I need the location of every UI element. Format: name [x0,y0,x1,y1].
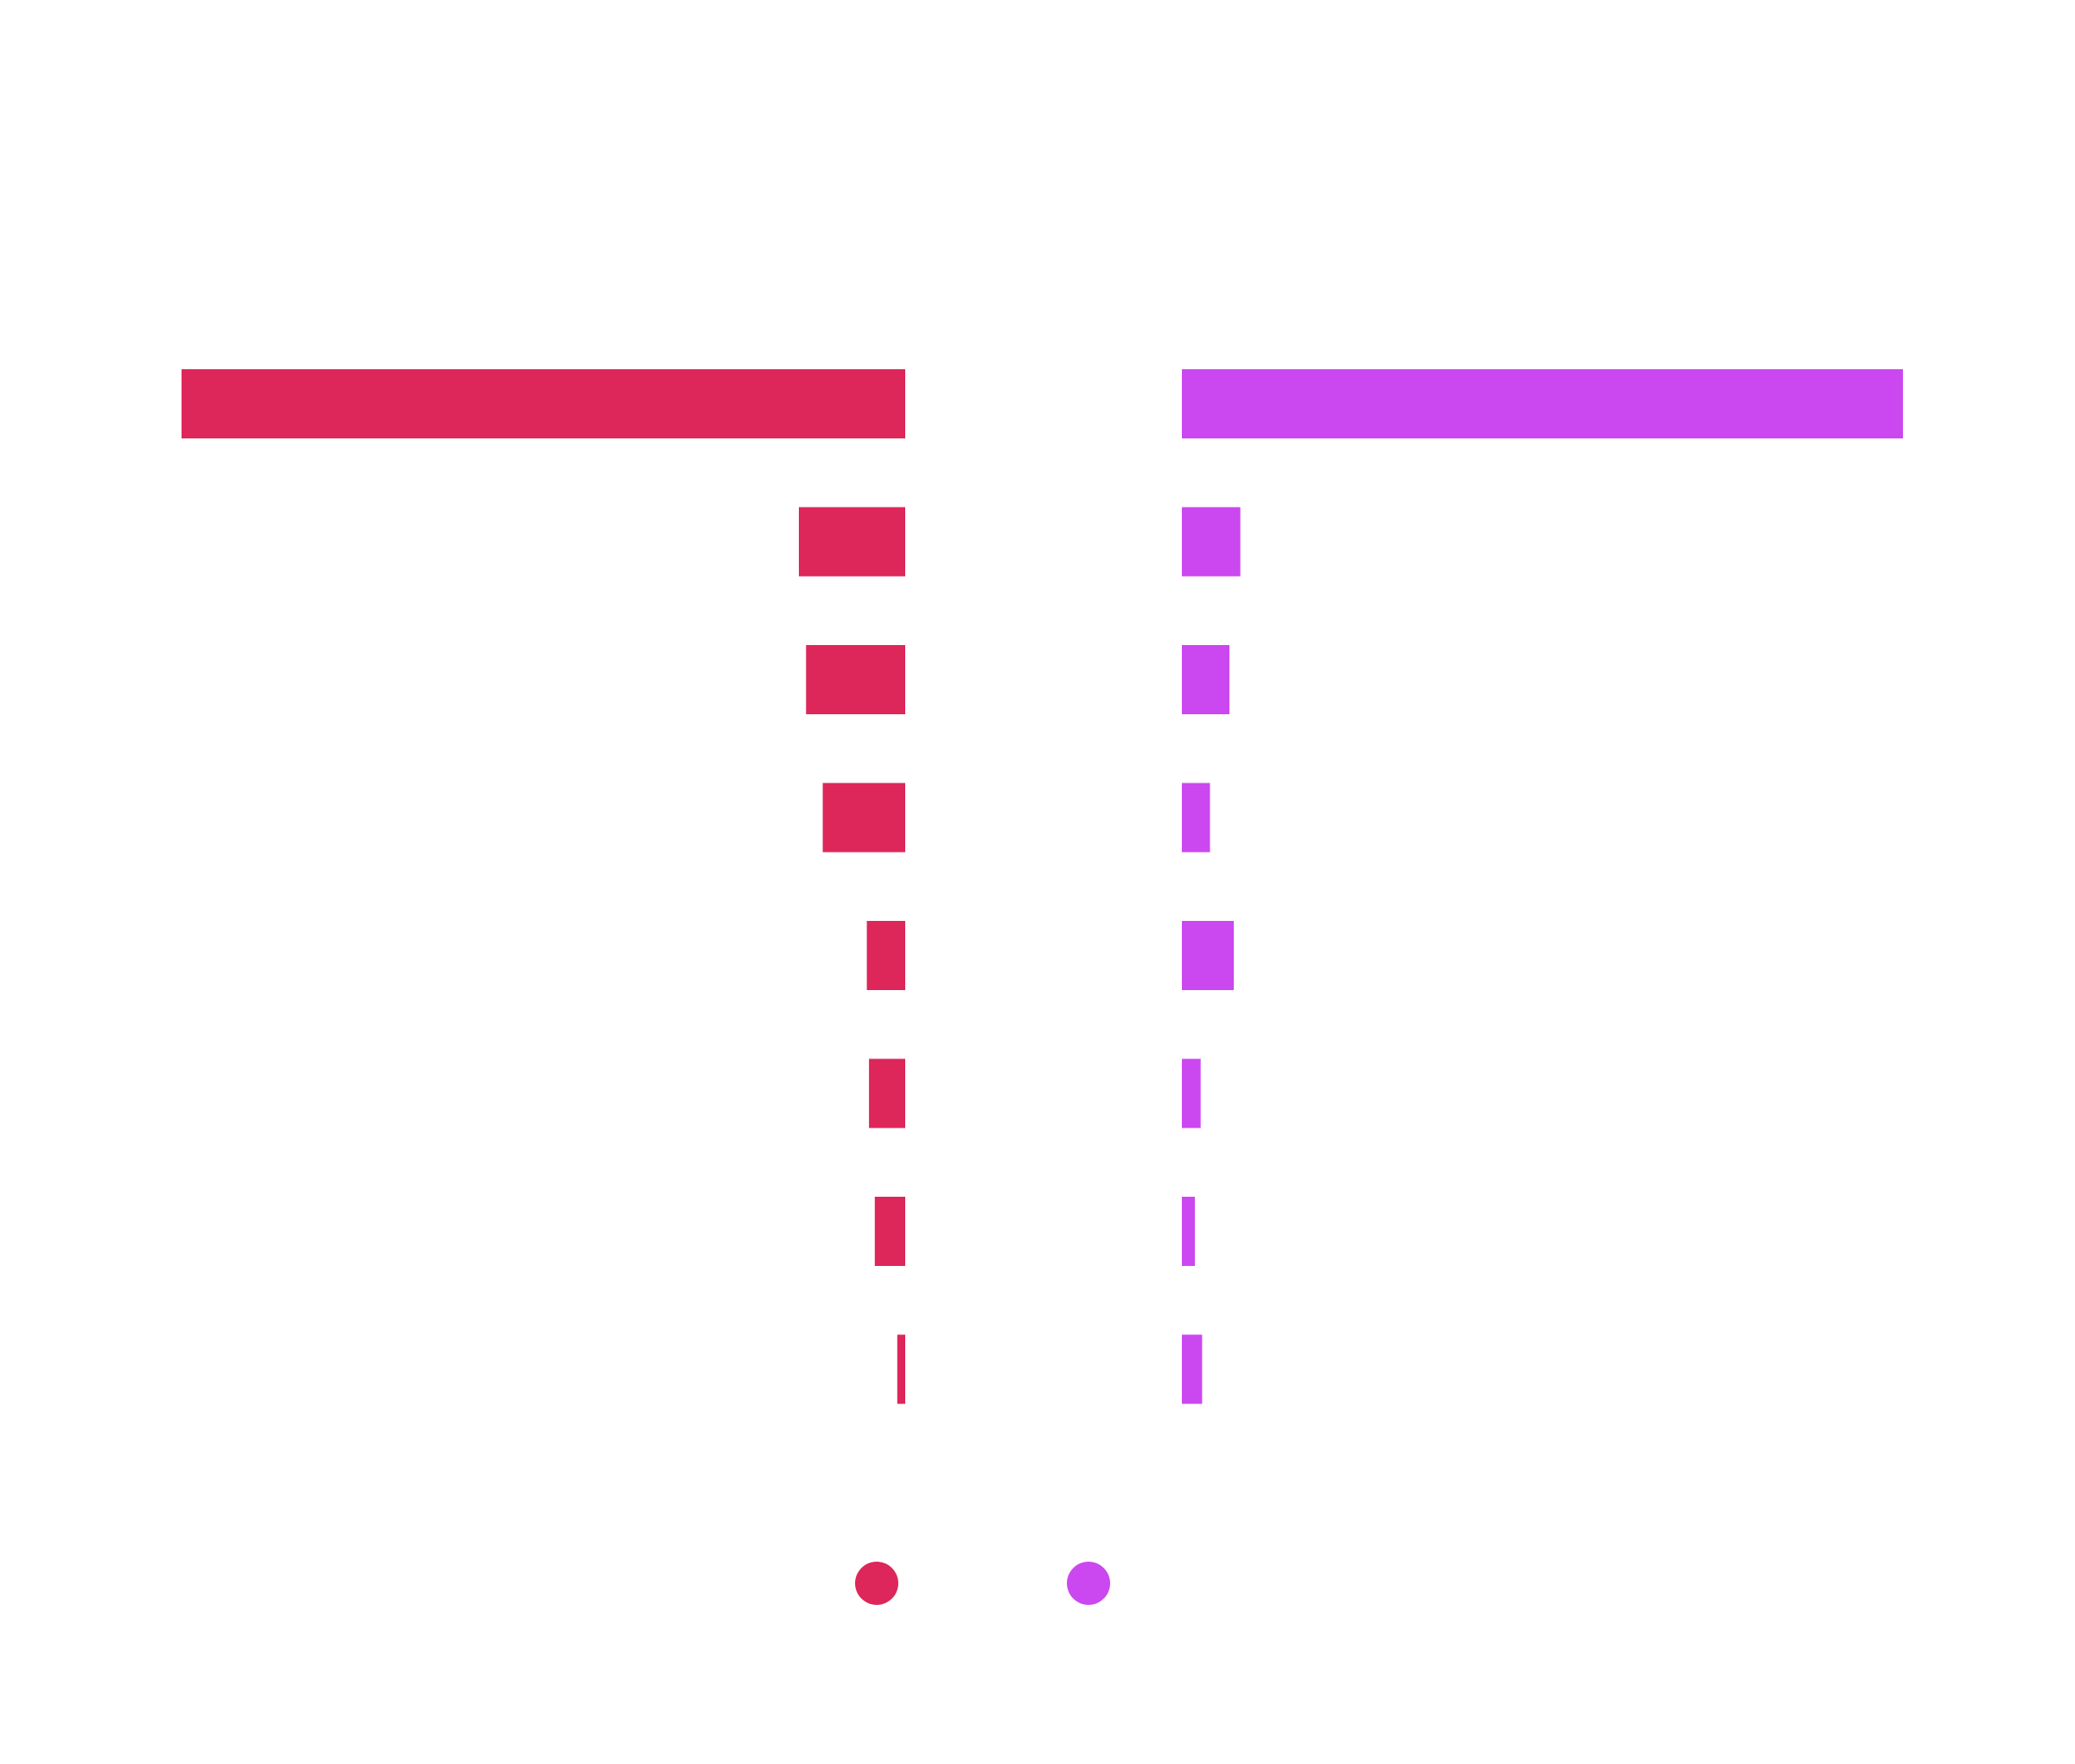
left-bar-3 [806,645,905,714]
left-bar-8 [897,1334,905,1404]
right-bar-5 [1182,921,1234,990]
left-bar-5 [866,921,905,990]
right-bar-7 [1182,1197,1195,1266]
right-series-bars [1182,369,1903,1404]
right-bar-3 [1182,645,1229,714]
right-bar-8 [1182,1334,1203,1404]
right-bar-4 [1182,783,1210,853]
left-series-bars [182,369,905,1404]
legend [855,1562,1110,1605]
right-bar-2 [1182,507,1241,577]
left-bar-2 [799,507,905,577]
left-bar-6 [869,1058,905,1128]
right-bar-6 [1182,1058,1201,1128]
legend-marker-2[interactable] [1067,1562,1110,1605]
left-bar-4 [822,783,905,853]
right-bar-1 [1182,369,1903,438]
left-bar-7 [874,1197,905,1266]
legend-marker-1[interactable] [855,1562,898,1605]
left-bar-1 [182,369,905,438]
